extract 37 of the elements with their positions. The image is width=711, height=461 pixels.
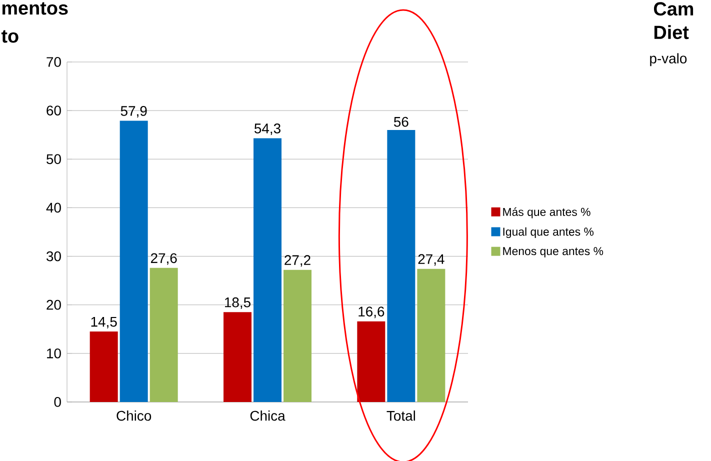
data-label: 18,5: [224, 297, 250, 309]
text: mentos: [2, 2, 68, 15]
data-label: 27,4: [418, 254, 444, 266]
bar: [224, 312, 252, 402]
x-tick-label: Chico: [116, 410, 152, 421]
bar: [357, 321, 386, 402]
y-tick-label: 30: [46, 251, 61, 262]
y-tick-label: 20: [46, 300, 61, 310]
y-tick-label: 0: [54, 397, 61, 407]
data-label: 57,9: [120, 106, 147, 118]
bar: [90, 332, 118, 402]
y-tick-label: 10: [47, 348, 61, 358]
data-label: 16,6: [358, 306, 384, 318]
legend-label: Menos que antes %: [503, 247, 604, 258]
data-label: 27,2: [284, 255, 310, 267]
data-label: 14,5: [91, 316, 117, 328]
text: to: [1, 30, 18, 43]
data-label: 56: [394, 116, 408, 127]
data-label: 27,6: [150, 253, 177, 265]
bar: [284, 270, 312, 402]
bar: [417, 268, 446, 402]
data-label: 54,3: [254, 124, 280, 136]
x-tick-label: Chica: [250, 410, 286, 421]
y-tick-label: 70: [46, 57, 61, 67]
text: Diet: [654, 25, 689, 40]
text: Cam: [654, 2, 694, 16]
bar: [254, 138, 282, 402]
bar: [387, 130, 416, 402]
legend-label: Igual que antes %: [503, 227, 594, 238]
x-tick-label: Total: [386, 410, 415, 421]
text: p-valo: [650, 53, 687, 66]
legend-label: Más que antes %: [503, 207, 590, 218]
bar: [150, 268, 178, 402]
y-tick-label: 50: [46, 154, 61, 164]
y-tick-label: 40: [46, 202, 61, 213]
bar: [120, 120, 148, 402]
y-tick-label: 60: [46, 106, 61, 116]
